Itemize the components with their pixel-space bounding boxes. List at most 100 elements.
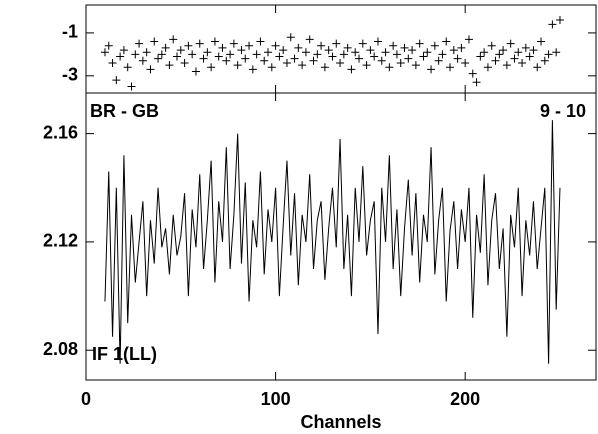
point (415, 39, 424, 48)
point (506, 39, 515, 48)
point (165, 61, 174, 70)
point (408, 46, 417, 55)
point (510, 54, 519, 63)
y-tick-label: 2.08 (43, 339, 78, 359)
point (229, 39, 238, 48)
point (446, 63, 455, 72)
point (116, 52, 125, 61)
point (483, 63, 492, 72)
point (207, 63, 216, 72)
point (191, 67, 200, 76)
point (464, 35, 473, 44)
point (135, 39, 144, 48)
point (222, 56, 231, 65)
point (396, 58, 405, 67)
point (457, 43, 466, 52)
point (294, 43, 303, 52)
point (548, 20, 557, 29)
point (142, 48, 151, 57)
point (104, 41, 113, 50)
point (279, 46, 288, 55)
point (298, 61, 307, 70)
point (373, 37, 382, 46)
point (502, 61, 511, 70)
point (150, 37, 159, 46)
point (218, 43, 227, 52)
point (540, 56, 549, 65)
point (271, 41, 280, 50)
x-tick-label: 200 (450, 389, 480, 409)
point (123, 63, 132, 72)
point (366, 46, 375, 55)
point (286, 33, 295, 42)
y-tick-label: 2.12 (43, 231, 78, 251)
if-label: IF 1(LL) (92, 344, 157, 364)
point (495, 50, 504, 59)
point (499, 46, 508, 55)
point (241, 54, 250, 63)
point (339, 50, 348, 59)
point (362, 61, 371, 70)
point (267, 63, 276, 72)
point (427, 65, 436, 74)
point (260, 56, 269, 65)
point (252, 50, 261, 59)
point (525, 52, 534, 61)
point (392, 50, 401, 59)
point (521, 43, 530, 52)
point (108, 58, 117, 67)
point (472, 78, 481, 87)
point (169, 35, 178, 44)
point (518, 58, 527, 67)
point (438, 50, 447, 59)
point (332, 39, 341, 48)
point (317, 41, 326, 50)
point (487, 41, 496, 50)
point (119, 46, 128, 55)
point (544, 50, 553, 59)
point (264, 48, 273, 57)
point (555, 16, 564, 25)
point (112, 76, 121, 85)
point (347, 65, 356, 74)
point (245, 41, 254, 50)
point (453, 54, 462, 63)
point (328, 52, 337, 61)
top-frame (85, 4, 597, 94)
point (146, 65, 155, 74)
point (480, 48, 489, 57)
point (320, 63, 329, 72)
point (184, 41, 193, 50)
point (131, 50, 140, 59)
point (358, 39, 367, 48)
point (214, 52, 223, 61)
x-tick-label: 0 (81, 389, 91, 409)
point (419, 52, 428, 61)
point (301, 48, 310, 57)
point (157, 50, 166, 59)
point (449, 46, 458, 55)
point (226, 50, 235, 59)
point (430, 41, 439, 50)
y-tick-label: -3 (62, 65, 78, 85)
point (434, 56, 443, 65)
point (210, 37, 219, 46)
amplitude-line (104, 120, 561, 364)
point (529, 46, 538, 55)
point (173, 52, 182, 61)
point (537, 37, 546, 46)
point (154, 54, 163, 63)
channel-label: 9 - 10 (540, 101, 586, 121)
point (161, 43, 170, 52)
point (176, 46, 185, 55)
point (442, 37, 451, 46)
point (180, 58, 189, 67)
point (370, 52, 379, 61)
point (138, 56, 147, 65)
point (256, 37, 265, 46)
point (552, 48, 561, 57)
point (203, 48, 212, 57)
point (290, 54, 299, 63)
y-tick-label: 2.16 (43, 122, 78, 142)
